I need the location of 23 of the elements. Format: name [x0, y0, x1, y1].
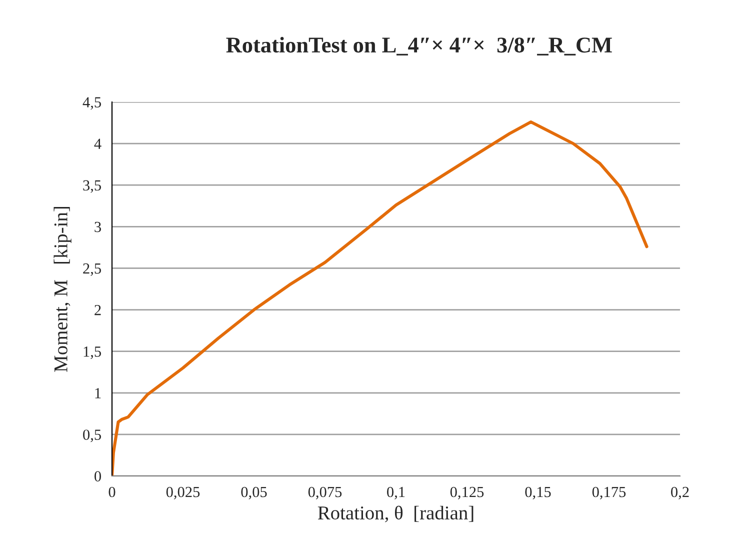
x-tick-label: 0,175: [592, 486, 626, 500]
x-tick-label: 0,1: [387, 486, 405, 500]
y-tick-label: 1,5: [84, 346, 101, 359]
y-tick-label: 1: [95, 388, 101, 398]
x-tick-label: 0: [108, 486, 116, 498]
x-tick-label: 0,2: [671, 486, 689, 500]
y-tick-label: 4,5: [82, 97, 101, 110]
y-tick-label: 0,5: [83, 430, 101, 442]
y-tick-label: 3: [94, 222, 101, 232]
x-tick-label: 0,125: [450, 486, 484, 500]
y-tick-label: 3,5: [83, 180, 101, 193]
y-tick-label: 2: [94, 304, 101, 316]
y-tick-label: 2,5: [83, 263, 101, 276]
x-tick-label: 0,075: [308, 486, 342, 500]
y-tick-label: 0: [94, 471, 101, 482]
x-tick-label: 0,025: [166, 486, 200, 500]
y-axis-title: Moment, M [kip-in]: [54, 207, 72, 372]
y-tick-label: 4: [94, 138, 102, 149]
x-axis-title: Rotation, θ [radian]: [318, 506, 474, 522]
chart-title: RotationTest on L_4″× 4″× 3/8″_R_CM: [226, 36, 612, 56]
line-series: [112, 120, 648, 476]
x-tick-label: 0,15: [525, 486, 551, 500]
x-tick-label: 0,05: [241, 486, 267, 500]
